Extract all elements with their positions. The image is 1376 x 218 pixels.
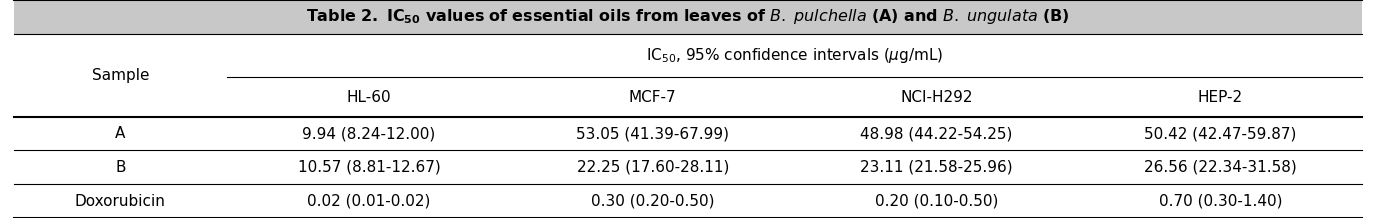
Text: 26.56 (22.34-31.58): 26.56 (22.34-31.58) <box>1143 160 1296 175</box>
Text: $\bf{Table\ 2.}$ $\bf{IC}$$\bf{_{50}}$ $\bf{values\ of\ essential\ oils\ from\ l: $\bf{Table\ 2.}$ $\bf{IC}$$\bf{_{50}}$ $… <box>305 7 1071 26</box>
Text: NCI-H292: NCI-H292 <box>900 90 973 104</box>
Text: 50.42 (42.47-59.87): 50.42 (42.47-59.87) <box>1145 126 1296 141</box>
Text: HL-60: HL-60 <box>347 90 391 104</box>
Text: Doxorubicin: Doxorubicin <box>74 194 166 209</box>
Text: Sample: Sample <box>92 68 149 83</box>
Text: 0.70 (0.30-1.40): 0.70 (0.30-1.40) <box>1159 194 1282 209</box>
Text: MCF-7: MCF-7 <box>629 90 677 104</box>
Text: 22.25 (17.60-28.11): 22.25 (17.60-28.11) <box>577 160 729 175</box>
Text: IC$_{50}$, 95% confidence intervals ($\mu$g/mL): IC$_{50}$, 95% confidence intervals ($\m… <box>645 46 944 65</box>
Text: A: A <box>116 126 125 141</box>
Text: 53.05 (41.39-67.99): 53.05 (41.39-67.99) <box>577 126 729 141</box>
Text: 48.98 (44.22-54.25): 48.98 (44.22-54.25) <box>860 126 1013 141</box>
Text: 9.94 (8.24-12.00): 9.94 (8.24-12.00) <box>303 126 436 141</box>
Text: 0.20 (0.10-0.50): 0.20 (0.10-0.50) <box>875 194 998 209</box>
Text: HEP-2: HEP-2 <box>1197 90 1243 104</box>
Bar <box>14 0 1362 34</box>
Text: 0.30 (0.20-0.50): 0.30 (0.20-0.50) <box>590 194 714 209</box>
Text: B: B <box>116 160 125 175</box>
Text: 0.02 (0.01-0.02): 0.02 (0.01-0.02) <box>307 194 431 209</box>
Text: 23.11 (21.58-25.96): 23.11 (21.58-25.96) <box>860 160 1013 175</box>
Text: 10.57 (8.81-12.67): 10.57 (8.81-12.67) <box>297 160 440 175</box>
